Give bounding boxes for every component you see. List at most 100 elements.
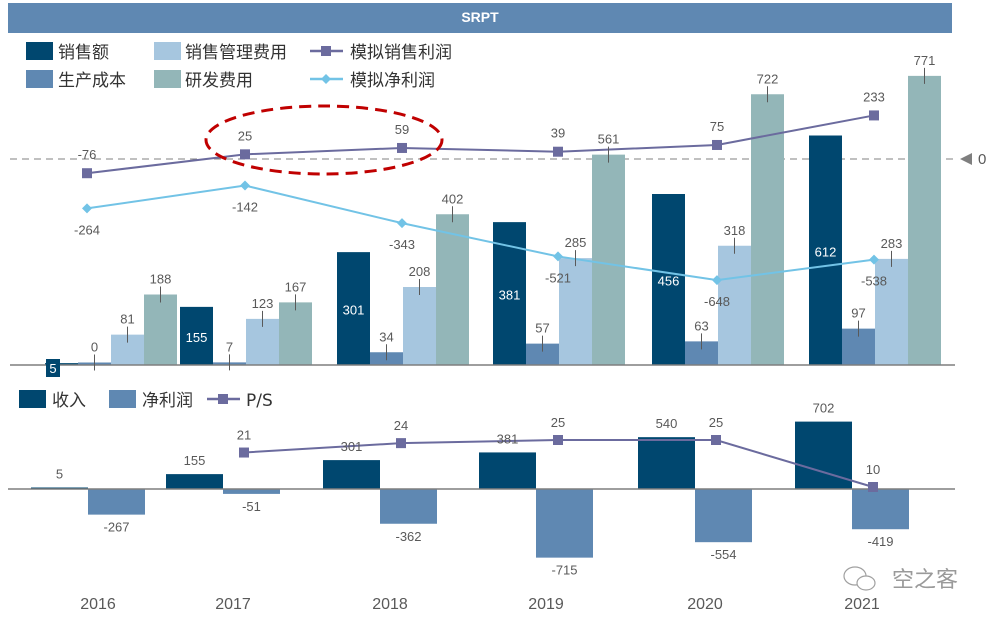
bar-net-profit-2020 — [695, 489, 752, 543]
ps-label: 21 — [237, 428, 251, 443]
chart-header: SRPT — [8, 3, 952, 33]
bar-net-profit-2018 — [380, 489, 437, 524]
bar-label-revenue: 540 — [656, 416, 678, 431]
ps-label: 24 — [394, 418, 408, 433]
line-point-diamond — [397, 218, 407, 229]
ps-label: 25 — [709, 415, 723, 430]
bar-label-revenue: 381 — [497, 431, 519, 446]
bar-net-profit-2017 — [223, 489, 280, 494]
wechat-icon-bubble — [856, 575, 876, 591]
bar-label-sales: 381 — [499, 288, 521, 303]
bottom-legend: 收入 净利润 P/S — [19, 390, 273, 411]
legend-swatch-sales — [26, 42, 53, 60]
bar-sga-2020 — [718, 245, 751, 365]
line-point-square — [553, 146, 563, 157]
line-label: -343 — [389, 237, 415, 252]
bar-label-rnd: 167 — [285, 279, 307, 294]
x-axis-year-labels: 2016 2017 2018 2019 2020 2021 — [80, 596, 880, 613]
bar-label-rnd: 402 — [442, 191, 464, 206]
bar-label-sales: 5 — [49, 361, 56, 376]
bar-net-profit-2019 — [536, 489, 593, 558]
line-diamond — [86, 184, 875, 282]
bar-revenue-2017 — [166, 474, 223, 489]
zero-marker-triangle-icon — [960, 153, 972, 165]
bar-label-revenue: 301 — [341, 439, 363, 454]
top-lines: -76 25 59 39 75 233 -264 -142 -343 -521 -648 -538 — [74, 89, 887, 309]
bar-rnd-2016 — [144, 294, 177, 365]
bar-label-sga: 318 — [724, 223, 746, 238]
bar-label-rnd: 188 — [150, 272, 172, 287]
legend-marker-diamond — [321, 74, 331, 84]
line-label: 233 — [863, 89, 885, 104]
bar-label-rnd: 561 — [598, 132, 620, 147]
line-point-diamond — [712, 275, 722, 286]
legend-swatch-cost — [26, 70, 53, 88]
ps-point — [553, 435, 563, 445]
bar-rnd-2020 — [751, 94, 784, 365]
line-label: -538 — [861, 274, 887, 289]
legend-marker-ps-square — [218, 394, 228, 404]
top-labels: 5 155 301 381 456 612 0 7 34 57 63 97 81 123 208 285 318… — [46, 53, 935, 377]
bar-label-sga: 208 — [409, 264, 431, 279]
bar-label-sga: 123 — [252, 296, 274, 311]
bar-sga-2018 — [403, 287, 436, 365]
year-label-2018: 2018 — [372, 596, 408, 613]
bar-label-sales: 612 — [815, 244, 837, 259]
bar-label-cost: 0 — [91, 340, 98, 355]
bar-label-sga: 285 — [565, 235, 587, 250]
bar-label-sga: 283 — [881, 236, 903, 251]
legend-marker-square — [321, 46, 331, 56]
legend-label-ps: P/S — [246, 391, 273, 411]
bar-net-profit-2016 — [88, 489, 145, 515]
bar-label-sales: 456 — [658, 274, 680, 289]
bar-label-cost: 97 — [851, 306, 865, 321]
bar-label-sga: 81 — [120, 312, 134, 327]
top-legend: 销售额 销售管理费用 模拟销售利润 生产成本 研发费用 模拟净利润 — [26, 42, 452, 91]
bar-cost-2019 — [526, 343, 559, 365]
watermark-text: 空之客 — [892, 568, 958, 593]
legend-label-net-profit: 净利润 — [142, 391, 193, 411]
bar-label-revenue: 155 — [184, 453, 206, 468]
legend-swatch-net-profit — [109, 390, 136, 408]
ps-point — [396, 438, 406, 449]
year-label-2016: 2016 — [80, 596, 116, 613]
line-point-square — [712, 139, 722, 150]
legend-label-revenue: 收入 — [52, 391, 86, 411]
line-label: -648 — [704, 294, 730, 309]
bar-sales-2017 — [180, 306, 213, 365]
line-label: -521 — [545, 270, 571, 285]
bar-label-rnd: 771 — [914, 53, 936, 68]
line-label: 25 — [238, 128, 252, 143]
legend-label-sga: 销售管理费用 — [185, 43, 287, 63]
legend-swatch-rnd — [154, 70, 181, 88]
bar-label-net-profit: -267 — [103, 520, 129, 535]
bar-cost-2020 — [685, 341, 718, 365]
ps-point — [239, 447, 249, 458]
legend-label-cost: 生产成本 — [58, 71, 126, 91]
line-label: -76 — [78, 147, 97, 162]
bar-rnd-2018 — [436, 214, 469, 365]
line-square — [86, 114, 875, 175]
bar-revenue-2018 — [323, 460, 380, 489]
bar-label-cost: 7 — [226, 339, 233, 354]
line-label: -142 — [232, 200, 258, 215]
bar-revenue-2020 — [638, 437, 695, 489]
year-label-2021: 2021 — [844, 596, 880, 613]
ps-point — [868, 482, 878, 492]
bar-sales-2018 — [337, 252, 370, 365]
legend-swatch-sga — [154, 42, 181, 60]
line-point-diamond — [240, 180, 250, 191]
line-point-square — [869, 110, 879, 121]
bar-label-net-profit: -715 — [551, 563, 577, 578]
line-label: 75 — [710, 119, 724, 134]
legend-label-rnd: 研发费用 — [185, 71, 253, 91]
bar-label-rnd: 722 — [757, 71, 779, 86]
ps-label: 25 — [551, 415, 565, 430]
bar-net-profit-2021 — [852, 489, 909, 530]
bar-label-cost: 34 — [379, 329, 393, 344]
line-point-square — [240, 149, 250, 160]
bar-sga-2019 — [559, 258, 592, 365]
line-point-square — [82, 168, 92, 179]
bar-label-bg — [46, 359, 60, 377]
